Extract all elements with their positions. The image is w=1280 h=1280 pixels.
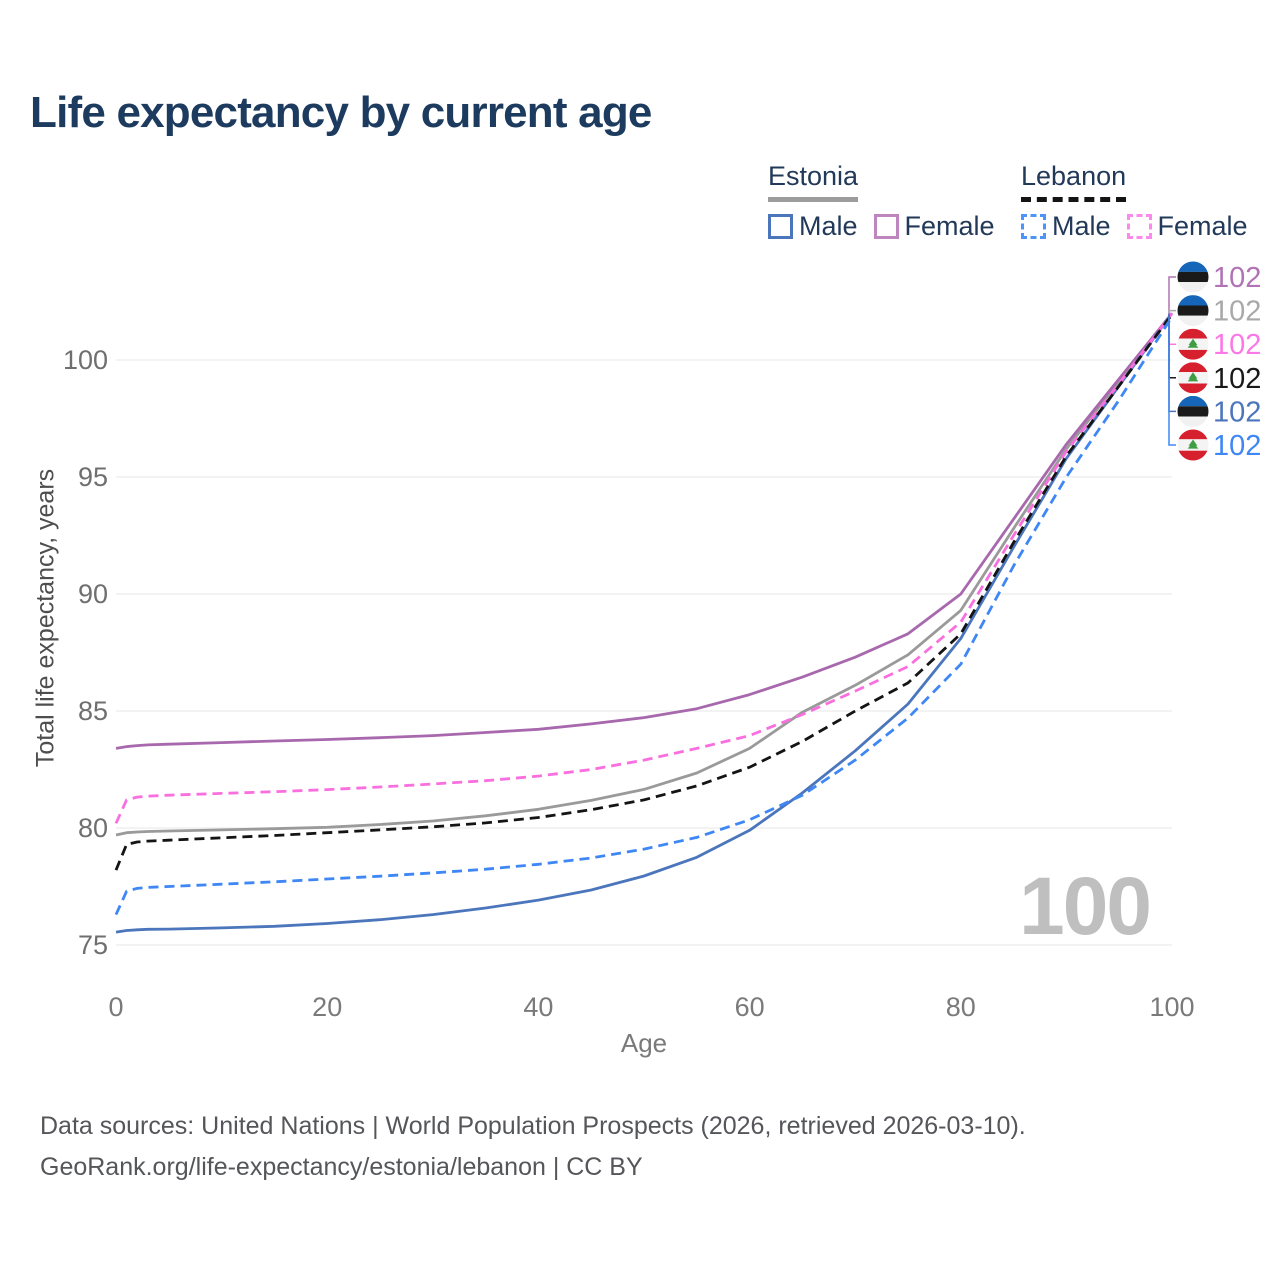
estonia-male-swatch: [768, 214, 793, 239]
y-tick-75: 75: [78, 930, 108, 960]
x-tick-60: 60: [735, 992, 765, 1022]
end-value-estonia: 102: [1213, 296, 1261, 328]
end-value-estonia-male: 102: [1213, 396, 1261, 428]
estonia-series-underline: [768, 197, 859, 202]
series-line-estonia-female[interactable]: [115, 312, 1174, 750]
lebanon-flag-icon: [1177, 362, 1209, 394]
series-line-estonia[interactable]: [115, 312, 1174, 837]
lebanon-male-swatch: [1021, 214, 1046, 239]
x-axis-title: Age: [621, 1028, 667, 1058]
legend-item-lebanon-male[interactable]: Male: [1021, 211, 1111, 242]
lebanon-female-swatch: [1126, 214, 1152, 239]
series-line-lebanon-female[interactable]: [114, 312, 1174, 824]
legend-group-lebanon: Lebanon Male Female: [1021, 161, 1248, 242]
legend-item-estonia-female-label: Female: [904, 211, 995, 241]
legend-item-lebanon-female[interactable]: Female: [1126, 211, 1248, 242]
y-tick-100: 100: [63, 345, 108, 375]
footer-data-sources: Data sources: United Nations | World Pop…: [40, 1112, 1026, 1140]
estonia-flag-icon: [1177, 395, 1209, 427]
x-tick-100: 100: [1149, 992, 1194, 1022]
page-title: Life expectancy by current age: [30, 88, 652, 137]
legend-country-lebanon-label: Lebanon: [1021, 161, 1127, 191]
legend-item-lebanon-male-label: Male: [1052, 211, 1111, 241]
series-line-estonia-male[interactable]: [115, 312, 1174, 934]
x-tick-40: 40: [523, 992, 553, 1022]
leader-line-estonia-male: [1168, 313, 1176, 413]
estonia-female-swatch: [873, 214, 899, 239]
lebanon-flag-icon: [1177, 328, 1209, 360]
x-tick-0: 0: [108, 992, 123, 1022]
y-tick-95: 95: [78, 462, 108, 492]
legend-item-estonia-male-label: Male: [799, 211, 858, 241]
footer-attribution-link: GeoRank.org/life-expectancy/estonia/leba…: [40, 1153, 643, 1181]
end-value-lebanon-female: 102: [1213, 329, 1261, 361]
legend-item-estonia-male[interactable]: Male: [768, 211, 858, 242]
y-axis-title: Total life expectancy, years: [31, 468, 60, 768]
y-tick-90: 90: [78, 579, 108, 609]
legend-country-estonia[interactable]: Estonia: [768, 161, 859, 202]
end-value-estonia-female: 102: [1213, 262, 1261, 294]
legend-item-lebanon-female-label: Female: [1157, 211, 1248, 241]
y-tick-80: 80: [78, 813, 108, 843]
estonia-flag-icon: [1177, 261, 1209, 293]
age-counter-watermark: 100: [1019, 861, 1152, 952]
footer: Data sources: United Nations | World Pop…: [40, 1106, 1026, 1188]
x-tick-20: 20: [312, 992, 342, 1022]
leader-line-estonia-female: [1168, 276, 1176, 314]
leader-line-lebanon-male: [1168, 316, 1176, 446]
estonia-flag-icon: [1177, 295, 1209, 327]
legend-country-lebanon[interactable]: Lebanon: [1021, 161, 1127, 202]
y-tick-85: 85: [78, 696, 108, 726]
series-line-lebanon-male[interactable]: [114, 315, 1174, 916]
legend-group-estonia: Estonia Male Female: [768, 161, 995, 242]
lebanon-flag-icon: [1177, 429, 1209, 461]
lebanon-series-underline: [1021, 197, 1127, 202]
leader-line-lebanon: [1168, 314, 1176, 379]
legend-item-estonia-female[interactable]: Female: [873, 211, 995, 242]
end-value-lebanon: 102: [1213, 363, 1261, 395]
legend-country-estonia-label: Estonia: [768, 161, 859, 191]
x-tick-80: 80: [946, 992, 976, 1022]
leader-line-estonia: [1168, 309, 1176, 314]
end-value-lebanon-male: 102: [1213, 430, 1261, 462]
series-line-lebanon[interactable]: [114, 313, 1174, 871]
